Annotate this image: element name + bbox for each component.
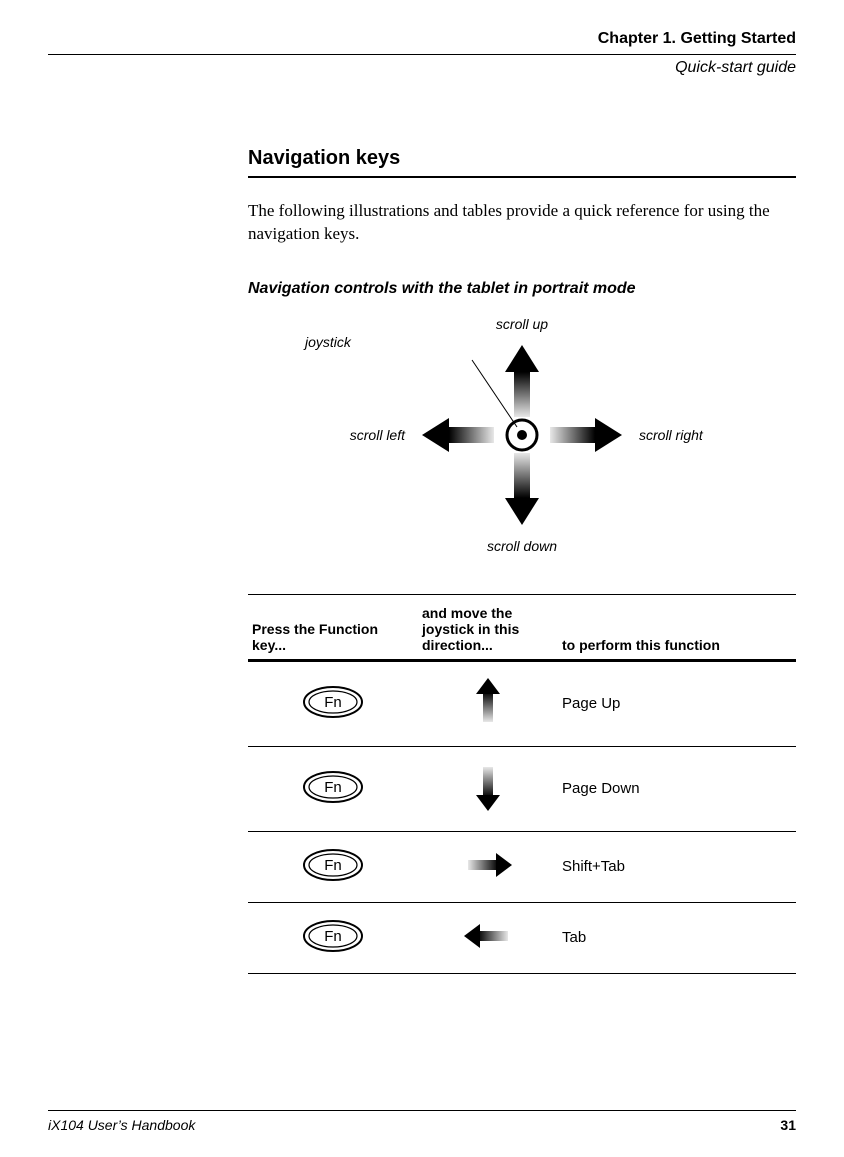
- fn-key-icon: Fn: [302, 770, 364, 804]
- cell-dir: [418, 747, 558, 831]
- page-footer: iX104 User’s Handbook 31: [48, 1110, 796, 1133]
- label-scroll-left: scroll left: [315, 427, 405, 443]
- cell-dir: [418, 662, 558, 746]
- arrow-up-icon: [476, 678, 500, 726]
- page-header: Chapter 1. Getting Started Quick-start g…: [48, 30, 796, 77]
- content-area: Navigation keys The following illustrati…: [248, 147, 796, 974]
- joystick-center-dot: [517, 430, 527, 440]
- footer-rule: [48, 1110, 796, 1111]
- svg-text:Fn: Fn: [324, 779, 342, 796]
- table-head: Press the Function key... and move the j…: [248, 599, 796, 659]
- cell-dir: [418, 903, 558, 973]
- diagram-row: scroll left: [315, 340, 729, 530]
- svg-text:Fn: Fn: [324, 857, 342, 874]
- footer-left: iX104 User’s Handbook: [48, 1117, 195, 1133]
- arrow-right-head: [595, 418, 622, 452]
- arrow-down-icon: [476, 763, 500, 811]
- label-joystick: joystick: [305, 334, 351, 350]
- table-top-rule: [248, 594, 796, 595]
- table-row: Fn Page Up: [248, 662, 796, 746]
- joystick-svg: [417, 340, 627, 530]
- cell-fn: Fn: [248, 832, 418, 902]
- cell-fn: Fn: [248, 662, 418, 746]
- table-row: Fn Tab: [248, 903, 796, 973]
- section-title: Navigation keys: [248, 147, 796, 170]
- header-rule: [48, 54, 796, 55]
- table-row: Fn Shift+Tab: [248, 832, 796, 902]
- cell-fn: Fn: [248, 903, 418, 973]
- fn-key-icon: Fn: [302, 919, 364, 953]
- header-subtitle: Quick-start guide: [48, 59, 796, 77]
- footer-right: 31: [780, 1117, 796, 1133]
- svg-text:Fn: Fn: [324, 694, 342, 711]
- cell-func: Tab: [558, 903, 796, 973]
- arrow-up-head: [505, 345, 539, 372]
- page: Chapter 1. Getting Started Quick-start g…: [0, 0, 844, 1157]
- subheading: Navigation controls with the tablet in p…: [248, 280, 796, 298]
- diagram-holder: joystick scroll left: [315, 340, 729, 530]
- arrow-left-shaft: [449, 427, 494, 443]
- arrow-up-shaft: [514, 372, 530, 417]
- arrow-right-shaft: [550, 427, 595, 443]
- intro-paragraph: The following illustrations and tables p…: [248, 200, 796, 246]
- svg-text:Fn: Fn: [324, 928, 342, 945]
- cell-dir: [418, 832, 558, 902]
- section-title-rule: [248, 176, 796, 178]
- joystick-diagram: scroll up joystick scroll left: [248, 316, 796, 554]
- table-header-fn: Press the Function key...: [248, 599, 418, 659]
- label-scroll-right: scroll right: [639, 427, 729, 443]
- cell-func: Shift+Tab: [558, 832, 796, 902]
- arrow-left-icon: [464, 924, 512, 948]
- table-row: Fn Page Down: [248, 747, 796, 831]
- label-scroll-down: scroll down: [248, 538, 796, 554]
- cell-func: Page Down: [558, 747, 796, 831]
- cell-func: Page Up: [558, 662, 796, 746]
- table-header-dir: and move the joystick in this direction.…: [418, 599, 558, 659]
- fn-key-icon: Fn: [302, 848, 364, 882]
- table-body: Fn Page Up Fn Page Down Fn Shift+Tab Fn Tab: [248, 659, 796, 974]
- table-header-func: to perform this function: [558, 599, 796, 659]
- arrow-right-icon: [464, 853, 512, 877]
- label-scroll-up: scroll up: [248, 316, 796, 332]
- footer-row: iX104 User’s Handbook 31: [48, 1117, 796, 1133]
- arrow-left-head: [422, 418, 449, 452]
- row-rule: [248, 973, 796, 974]
- cell-fn: Fn: [248, 747, 418, 831]
- arrow-down-head: [505, 498, 539, 525]
- fn-key-icon: Fn: [302, 685, 364, 719]
- header-chapter: Chapter 1. Getting Started: [48, 30, 796, 48]
- function-table: Press the Function key... and move the j…: [248, 599, 796, 974]
- arrow-down-shaft: [514, 453, 530, 498]
